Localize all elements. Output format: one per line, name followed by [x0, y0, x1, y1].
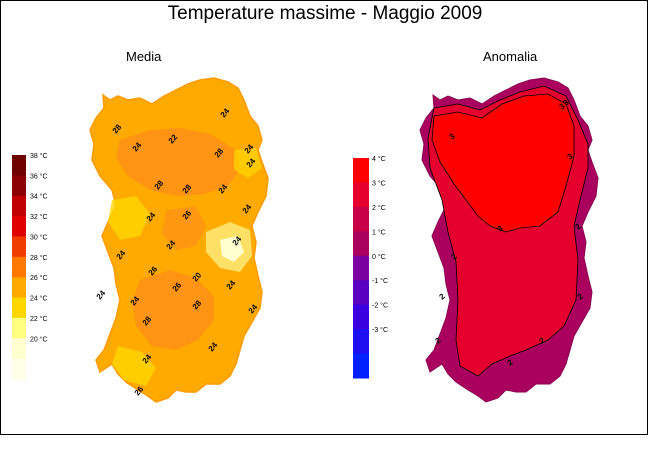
cool-patch-centre-east	[220, 236, 244, 262]
legend-media-label: 36 °C	[30, 172, 48, 180]
contour-label-anomalia: 2	[506, 357, 516, 367]
legend-anomalia-swatch	[353, 206, 369, 232]
legend-media-label: 34 °C	[30, 193, 48, 201]
anomaly-zone-3	[431, 93, 575, 233]
contour-label-anomalia: 3	[448, 131, 458, 141]
legend-media-swatch	[12, 297, 26, 319]
contour-label-media: 24	[95, 288, 108, 301]
legend-anomalia-swatch	[353, 280, 369, 306]
legend-anomalia-swatch	[353, 329, 369, 355]
warm-patch-centre	[162, 206, 206, 250]
legend-anomalia-label: 3 °C	[372, 179, 386, 187]
legend-media-label: 26 °C	[30, 274, 48, 282]
legend-media-swatch	[12, 256, 26, 278]
legend-media-swatch	[12, 236, 26, 258]
legend-media-swatch	[12, 155, 26, 176]
legend-anomalia-swatch	[353, 304, 369, 330]
page-title: Temperature massime - Maggio 2009	[167, 3, 483, 24]
legend-media-swatch	[12, 317, 26, 339]
legend-anomalia-label: 4 °C	[372, 155, 386, 163]
contour-label-anomalia: 3	[562, 97, 572, 107]
legend-media-swatch	[12, 195, 26, 217]
legend-anomalia-label: -2 °C	[372, 302, 388, 310]
contour-label-anomalia: 2	[438, 291, 448, 301]
legend-anomalia-swatch	[353, 353, 369, 379]
legend-media-swatch	[12, 175, 26, 197]
legend-media-label: 22 °C	[30, 315, 48, 323]
contour-label-anomalia: 2	[576, 291, 586, 301]
panel-title-media: Media	[126, 49, 162, 64]
legend-media-swatch	[12, 358, 26, 380]
legend-media-swatch	[12, 216, 26, 237]
legend-media-swatch	[12, 277, 26, 299]
contour-label-anomalia: 3	[566, 151, 576, 161]
contour-label-anomalia: 2	[538, 335, 548, 345]
contour-label-anomalia: 3	[558, 101, 568, 111]
legend-anomalia-swatch	[353, 231, 369, 257]
legend-media-label: 30 °C	[30, 233, 48, 241]
warm-patch-north	[116, 128, 240, 196]
legend-anomalia-label: -3 °C	[372, 326, 388, 334]
legend-media-label: 20 °C	[30, 335, 48, 343]
legend-anomalia-label: -1 °C	[372, 277, 388, 285]
legend-media-label: 24 °C	[30, 295, 48, 303]
legend-media: 38 °C 36 °C 34 °C 32 °C 30 °C 28 °C 26 °C 24 °C…	[12, 152, 48, 380]
legend-media-label: 32 °C	[30, 213, 48, 221]
legend-anomalia-label: 2 °C	[372, 204, 386, 212]
panel-title-anomalia: Anomalia	[483, 49, 538, 64]
legend-anomalia-swatch	[353, 255, 369, 281]
legend-media-swatch	[12, 338, 26, 360]
cool-patch-ne	[234, 148, 262, 178]
cool-patch-south	[112, 346, 156, 386]
contour-label-anomalia: 2	[574, 221, 584, 231]
legend-media-label: 28 °C	[30, 254, 48, 262]
warm-patch-south	[132, 270, 214, 350]
legend-anomalia: 4 °C 3 °C 2 °C 1 °C 0 °C -1 °C -2 °C -3 °C	[353, 155, 388, 379]
legend-anomalia-swatch	[353, 182, 369, 208]
figure-frame	[0, 0, 648, 435]
contour-label-anomalia: 3	[496, 223, 506, 233]
legend-anomalia-swatch	[353, 158, 369, 183]
cool-patch-west	[108, 196, 150, 240]
legend-anomalia-label: 0 °C	[372, 253, 386, 261]
contour-label-anomalia: 2	[450, 251, 460, 261]
contour-label-anomalia: 2	[434, 335, 444, 345]
legend-anomalia-label: 1 °C	[372, 228, 386, 236]
legend-media-label: 38 °C	[30, 152, 48, 160]
